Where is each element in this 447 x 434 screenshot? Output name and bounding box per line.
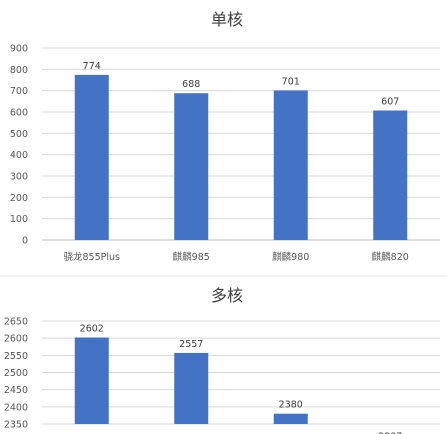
multi-core-y-tick-label: 2500 bbox=[4, 368, 28, 379]
single-core-y-tick-label: 300 bbox=[10, 172, 28, 183]
single-core-x-tick-label: 骁龙855Plus bbox=[64, 251, 121, 263]
multi-core-y-tick-label: 2650 bbox=[4, 317, 28, 328]
single-core-chart-title: 单核 bbox=[211, 10, 243, 29]
multi-core-chart-title: 多核 bbox=[211, 286, 243, 305]
multi-core-bar bbox=[273, 413, 308, 424]
single-core-y-axis: 0 100 200 300 400 500 600 700 800 900 bbox=[10, 44, 28, 247]
multi-core-y-axis: 2350 2400 2450 2500 2550 2600 2650 bbox=[4, 317, 28, 431]
multi-core-data-label: 2380 bbox=[279, 400, 303, 411]
single-core-data-labels: 774 688 701 607 bbox=[83, 61, 400, 108]
single-core-bar bbox=[273, 90, 308, 240]
single-core-y-tick-label: 600 bbox=[10, 108, 28, 119]
multi-core-y-tick-label: 2450 bbox=[4, 385, 28, 396]
single-core-data-label: 688 bbox=[182, 79, 200, 90]
single-core-y-tick-label: 900 bbox=[10, 44, 28, 55]
multi-core-data-label: 2602 bbox=[80, 323, 104, 334]
single-core-y-tick-label: 700 bbox=[10, 86, 28, 97]
single-core-x-tick-label: 麒麟980 bbox=[272, 251, 309, 263]
single-core-x-tick-label: 麒麟820 bbox=[372, 251, 409, 263]
single-core-bars bbox=[74, 74, 408, 240]
single-core-bar bbox=[174, 93, 209, 240]
single-core-data-label: 607 bbox=[381, 97, 399, 108]
multi-core-y-tick-label: 2600 bbox=[4, 334, 28, 345]
single-core-y-tick-label: 0 bbox=[22, 236, 28, 247]
single-core-bar bbox=[373, 110, 408, 240]
multi-core-data-labels: 2602 2557 2380 2287 bbox=[80, 323, 403, 434]
single-core-data-label: 701 bbox=[282, 76, 300, 87]
multi-core-bar bbox=[174, 352, 209, 424]
single-core-data-label: 774 bbox=[83, 61, 101, 72]
single-core-x-axis: 骁龙855Plus 麒麟985 麒麟980 麒麟820 bbox=[64, 251, 409, 263]
multi-core-y-tick-label: 2400 bbox=[4, 402, 28, 413]
single-core-bar bbox=[74, 74, 109, 240]
single-core-y-tick-label: 200 bbox=[10, 193, 28, 204]
multi-core-data-label: 2287 bbox=[378, 432, 402, 434]
multi-core-y-tick-label: 2350 bbox=[4, 420, 28, 431]
single-core-y-tick-label: 800 bbox=[10, 65, 28, 76]
single-core-y-tick-label: 400 bbox=[10, 150, 28, 161]
multi-core-y-tick-label: 2550 bbox=[4, 351, 28, 362]
single-core-x-tick-label: 麒麟985 bbox=[173, 251, 210, 263]
multi-core-chart: 多核 2350 2400 2450 2500 2550 2600 2650 2602 2557… bbox=[4, 286, 440, 434]
multi-core-bars bbox=[74, 337, 308, 424]
single-core-chart: 单核 0 100 200 300 400 500 600 700 800 900 774 688 70… bbox=[10, 10, 440, 263]
multi-core-data-label: 2557 bbox=[179, 339, 203, 350]
multi-core-bar bbox=[74, 337, 109, 424]
single-core-y-tick-label: 500 bbox=[10, 129, 28, 140]
single-core-y-tick-label: 100 bbox=[10, 214, 28, 225]
